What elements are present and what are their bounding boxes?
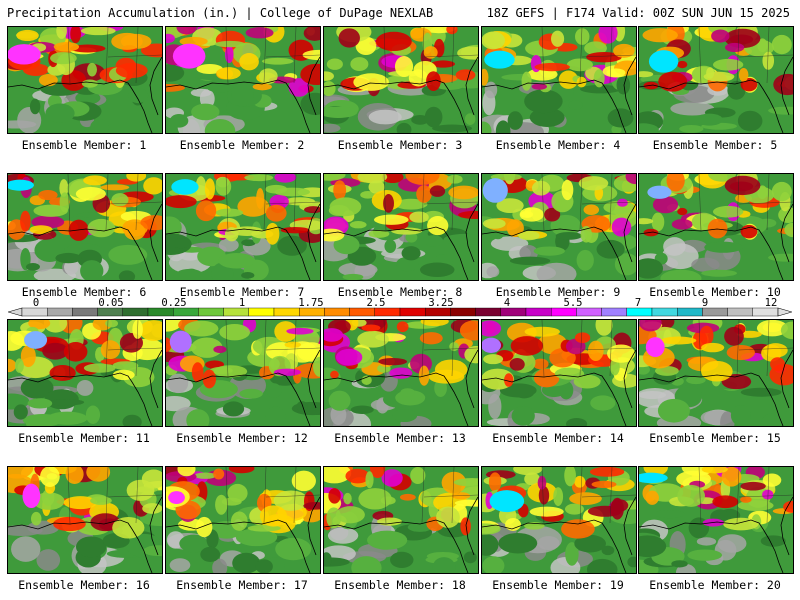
ensemble-member-map (481, 319, 637, 427)
ensemble-member-map (323, 26, 479, 134)
colorbar-swatch (525, 307, 552, 317)
ensemble-member-label: Ensemble Member: 11 (18, 431, 150, 445)
colorbar-swatch (147, 307, 174, 317)
colorbar-swatch (72, 307, 98, 317)
ensemble-member-label: Ensemble Member: 6 (21, 285, 147, 299)
ensemble-member-label: Ensemble Member: 14 (492, 431, 624, 445)
ensemble-member-map (638, 466, 794, 574)
ensemble-member-map (7, 173, 163, 281)
colorbar-tick-label: 3.25 (428, 297, 453, 309)
colorbar-tick-label: 1.75 (298, 297, 323, 309)
colorbar-swatch (349, 307, 376, 317)
colorbar-swatch (299, 307, 325, 317)
ensemble-member-map (481, 173, 637, 281)
ensemble-member-map (165, 319, 321, 427)
colorbar-tick-label: 5.5 (564, 297, 583, 309)
ensemble-member-map (638, 26, 794, 134)
colorbar-swatch (752, 307, 779, 317)
ensemble-member-label: Ensemble Member: 10 (649, 285, 781, 299)
colorbar-swatch (122, 307, 149, 317)
ensemble-member-map (165, 173, 321, 281)
ensemble-member-map (7, 319, 163, 427)
colorbar-tick-label: 0.25 (161, 297, 186, 309)
colorbar-swatch (21, 307, 48, 317)
colorbar-swatch (273, 307, 300, 317)
colorbar-swatch (702, 307, 728, 317)
colorbar-tick-label: 1 (239, 297, 245, 309)
ensemble-member-map (165, 466, 321, 574)
ensemble-member-label: Ensemble Member: 1 (21, 138, 147, 152)
colorbar-swatch (425, 307, 451, 317)
colorbar-swatch (677, 307, 703, 317)
ensemble-member-label: Ensemble Member: 18 (334, 578, 466, 592)
ensemble-member-label: Ensemble Member: 7 (179, 285, 305, 299)
ensemble-member-label: Ensemble Member: 20 (649, 578, 781, 592)
colorbar-min-arrow (8, 307, 23, 317)
colorbar-swatch (47, 307, 73, 317)
ensemble-member-map (323, 319, 479, 427)
product-title: Precipitation Accumulation (in.) | Colle… (7, 6, 434, 20)
colorbar-tick-label: 4 (504, 297, 510, 309)
ensemble-member-map (7, 26, 163, 134)
ensemble-member-label: Ensemble Member: 3 (337, 138, 463, 152)
ensemble-member-map (481, 26, 637, 134)
ensemble-member-label: Ensemble Member: 16 (18, 578, 150, 592)
colorbar-max-arrow (777, 307, 792, 317)
colorbar-swatch (576, 307, 602, 317)
colorbar-swatch (198, 307, 224, 317)
colorbar-swatch (399, 307, 426, 317)
ensemble-member-label: Ensemble Member: 2 (179, 138, 305, 152)
ensemble-member-label: Ensemble Member: 8 (337, 285, 463, 299)
ensemble-member-label: Ensemble Member: 19 (492, 578, 624, 592)
colorbar-swatch (450, 307, 476, 317)
ensemble-member-map (323, 173, 479, 281)
colorbar-swatch (324, 307, 350, 317)
colorbar-swatch (651, 307, 678, 317)
ensemble-member-map (638, 319, 794, 427)
colorbar-swatch (500, 307, 527, 317)
colorbar-tick-label: 0.05 (98, 297, 123, 309)
ensemble-member-map (481, 466, 637, 574)
precip-colorbar: 0 0.05 0.25 1 1.75 2.5 3.25 4 5.5 7 9 12 (8, 297, 792, 317)
colorbar-swatch (97, 307, 123, 317)
ensemble-member-label: Ensemble Member: 17 (176, 578, 308, 592)
colorbar-swatch (248, 307, 275, 317)
colorbar-swatch (172, 307, 199, 317)
ensemble-member-label: Ensemble Member: 9 (495, 285, 621, 299)
colorbar-swatch (551, 307, 577, 317)
colorbar-swatch (727, 307, 753, 317)
ensemble-member-map (323, 466, 479, 574)
ensemble-member-label: Ensemble Member: 15 (649, 431, 781, 445)
run-info: 18Z GEFS | F174 Valid: 00Z SUN JUN 15 20… (486, 6, 790, 20)
ensemble-member-map (7, 466, 163, 574)
ensemble-member-map (165, 26, 321, 134)
ensemble-member-label: Ensemble Member: 13 (334, 431, 466, 445)
colorbar-swatch (601, 307, 627, 317)
colorbar-tick-label: 12 (765, 297, 778, 309)
colorbar-swatch (374, 307, 401, 317)
ensemble-member-label: Ensemble Member: 12 (176, 431, 308, 445)
colorbar-swatch (223, 307, 250, 317)
colorbar-tick-label: 2.5 (367, 297, 386, 309)
colorbar-swatch (475, 307, 502, 317)
colorbar-tick-label: 7 (635, 297, 641, 309)
colorbar-swatch (626, 307, 653, 317)
ensemble-member-label: Ensemble Member: 4 (495, 138, 621, 152)
colorbar-tick-label: 9 (702, 297, 708, 309)
ensemble-member-map (638, 173, 794, 281)
ensemble-member-label: Ensemble Member: 5 (652, 138, 778, 152)
colorbar-tick-label: 0 (33, 297, 39, 309)
